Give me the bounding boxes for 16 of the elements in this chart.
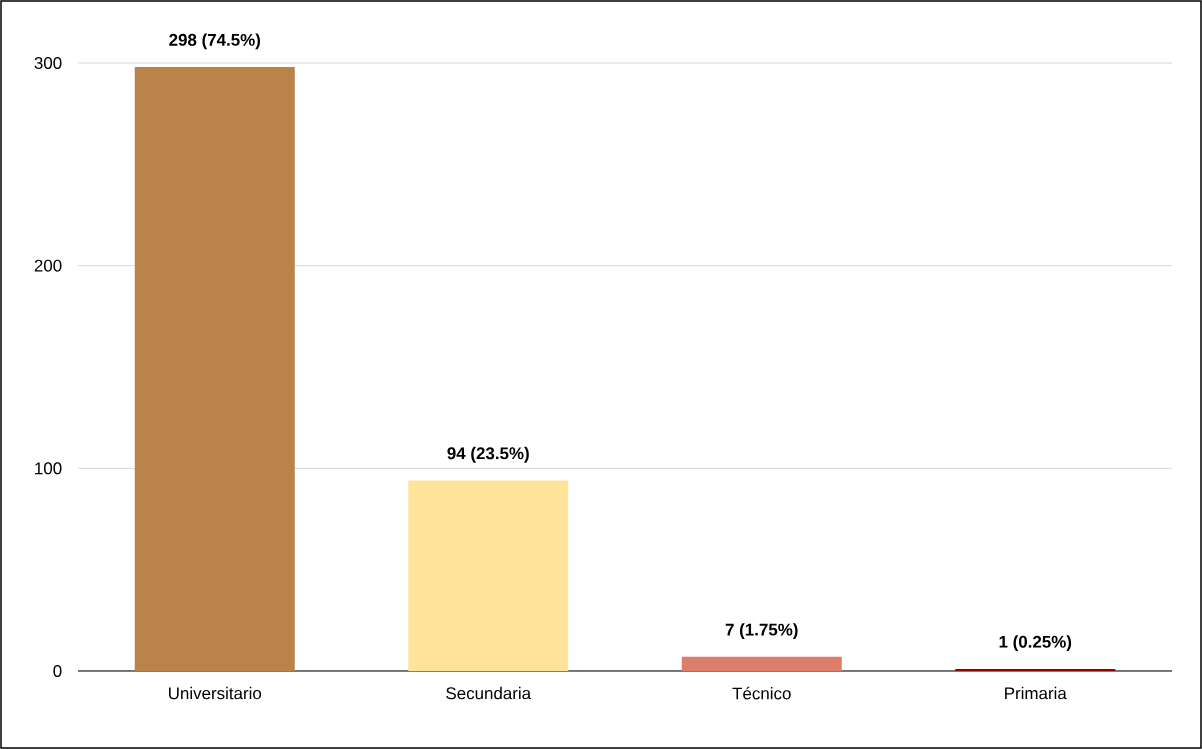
y-tick-label: 300 (34, 56, 62, 69)
data-label: 7 (1.75%) (725, 623, 798, 639)
bar (408, 480, 569, 671)
y-tick-label: 200 (34, 259, 62, 272)
bar (955, 668, 1116, 671)
bar (681, 656, 842, 671)
y-tick-label: 0 (53, 664, 62, 677)
y-tick-label: 100 (35, 462, 62, 475)
x-tick-label: Universitario (169, 686, 262, 700)
data-label: 1 (0.25%) (999, 635, 1072, 652)
bar (134, 67, 295, 671)
x-tick-label: Técnico (732, 686, 791, 700)
data-label: 298 (74.5%) (169, 33, 261, 50)
data-label: 94 (23.5%) (447, 446, 529, 463)
x-tick-label: Primaria (1005, 686, 1067, 700)
x-tick-label: Secundaria (446, 686, 532, 700)
